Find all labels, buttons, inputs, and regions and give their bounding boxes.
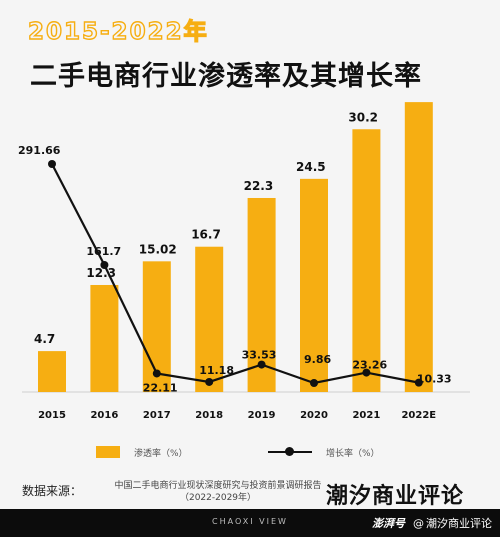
growth-value-label-2015: 291.66	[18, 144, 61, 157]
bar-2020	[300, 178, 328, 392]
bar-2015	[38, 351, 66, 392]
legend-line-swatch	[268, 446, 312, 458]
bar-value-label-2021: 30.2	[348, 110, 378, 124]
bar-value-label-2017: 15.02	[139, 242, 177, 256]
legend-line: 增长率（%）	[268, 444, 380, 460]
growth-value-label-2018: 11.18	[199, 364, 234, 377]
legend-bar-swatch	[96, 446, 120, 458]
bar-value-label-2020: 24.5	[296, 160, 326, 174]
watermark-at-icon: @	[413, 516, 424, 530]
watermark-name: 潮汐商业评论	[426, 517, 492, 530]
bar-value-label-2019: 22.3	[244, 179, 274, 193]
growth-point-2018	[205, 377, 214, 386]
source-text: 中国二手电商行业现状深度研究与投资前景调研报告（2022-2029年）	[114, 481, 322, 503]
growth-point-2019	[257, 360, 266, 369]
bar-value-label-2018: 16.7	[191, 228, 221, 242]
watermark-logo: 澎湃号	[372, 517, 405, 530]
bar-2018	[195, 246, 224, 392]
growth-value-label-2022E: 10.33	[417, 373, 452, 386]
legend-line-label: 增长率（%）	[326, 448, 380, 459]
growth-value-label-2016: 161.7	[86, 245, 121, 258]
x-tick-label-2016: 2016	[90, 410, 118, 421]
watermark: 澎湃号 @ 潮汐商业评论	[372, 515, 492, 531]
growth-value-label-2020: 9.86	[304, 353, 331, 366]
growth-value-label-2019: 33.53	[242, 349, 277, 362]
chart-main-title: 二手电商行业渗透率及其增长率	[30, 61, 422, 92]
legend-bar: 渗透率（%）	[96, 444, 188, 460]
x-tick-label-2017: 2017	[143, 410, 171, 421]
growth-point-2021	[362, 368, 371, 377]
bar-2022E	[404, 102, 433, 392]
x-tick-label-2019: 2019	[248, 410, 276, 421]
bar-value-label-2015: 4.7	[34, 332, 55, 346]
x-tick-label-2018: 2018	[195, 410, 223, 421]
growth-point-2016	[100, 260, 109, 269]
x-tick-label-2021: 2021	[352, 410, 380, 421]
growth-point-2017	[152, 369, 161, 378]
brand-logo-text: 潮汐商业评论	[326, 484, 465, 509]
growth-value-label-2017: 22.11	[143, 381, 178, 394]
bar-2019	[247, 197, 276, 392]
growth-rate-line	[51, 163, 420, 385]
bar-2021	[352, 129, 381, 392]
growth-point-2015	[48, 160, 56, 168]
growth-value-label-2021: 23.26	[352, 359, 387, 372]
footer-center-text: CHAOXI VIEW	[212, 517, 288, 526]
growth-point-2020	[310, 379, 318, 387]
bar-2016	[90, 284, 119, 392]
combo-chart: 4.7 2015 12.3 2016 15.02 2017 16.7 2018 22.3 2019…	[18, 83, 470, 421]
growth-point-2022E	[414, 378, 423, 387]
chart-area: 4.7 2015 12.3 2016 15.02 2017 16.7 2018 22.3 2019…	[0, 83, 500, 440]
x-tick-label-2020: 2020	[300, 410, 328, 421]
chart-year-title: 2015-2022年	[27, 18, 209, 45]
footer-bar: CHAOXI VIEW 澎湃号 @ 潮汐商业评论	[0, 509, 500, 537]
source-label: 数据来源：	[22, 484, 83, 498]
x-tick-label-2022E: 2022E	[401, 410, 436, 421]
x-tick-label-2015: 2015	[38, 410, 66, 421]
bar-value-label-2016: 12.3	[86, 266, 116, 280]
legend-bar-label: 渗透率（%）	[134, 448, 188, 459]
